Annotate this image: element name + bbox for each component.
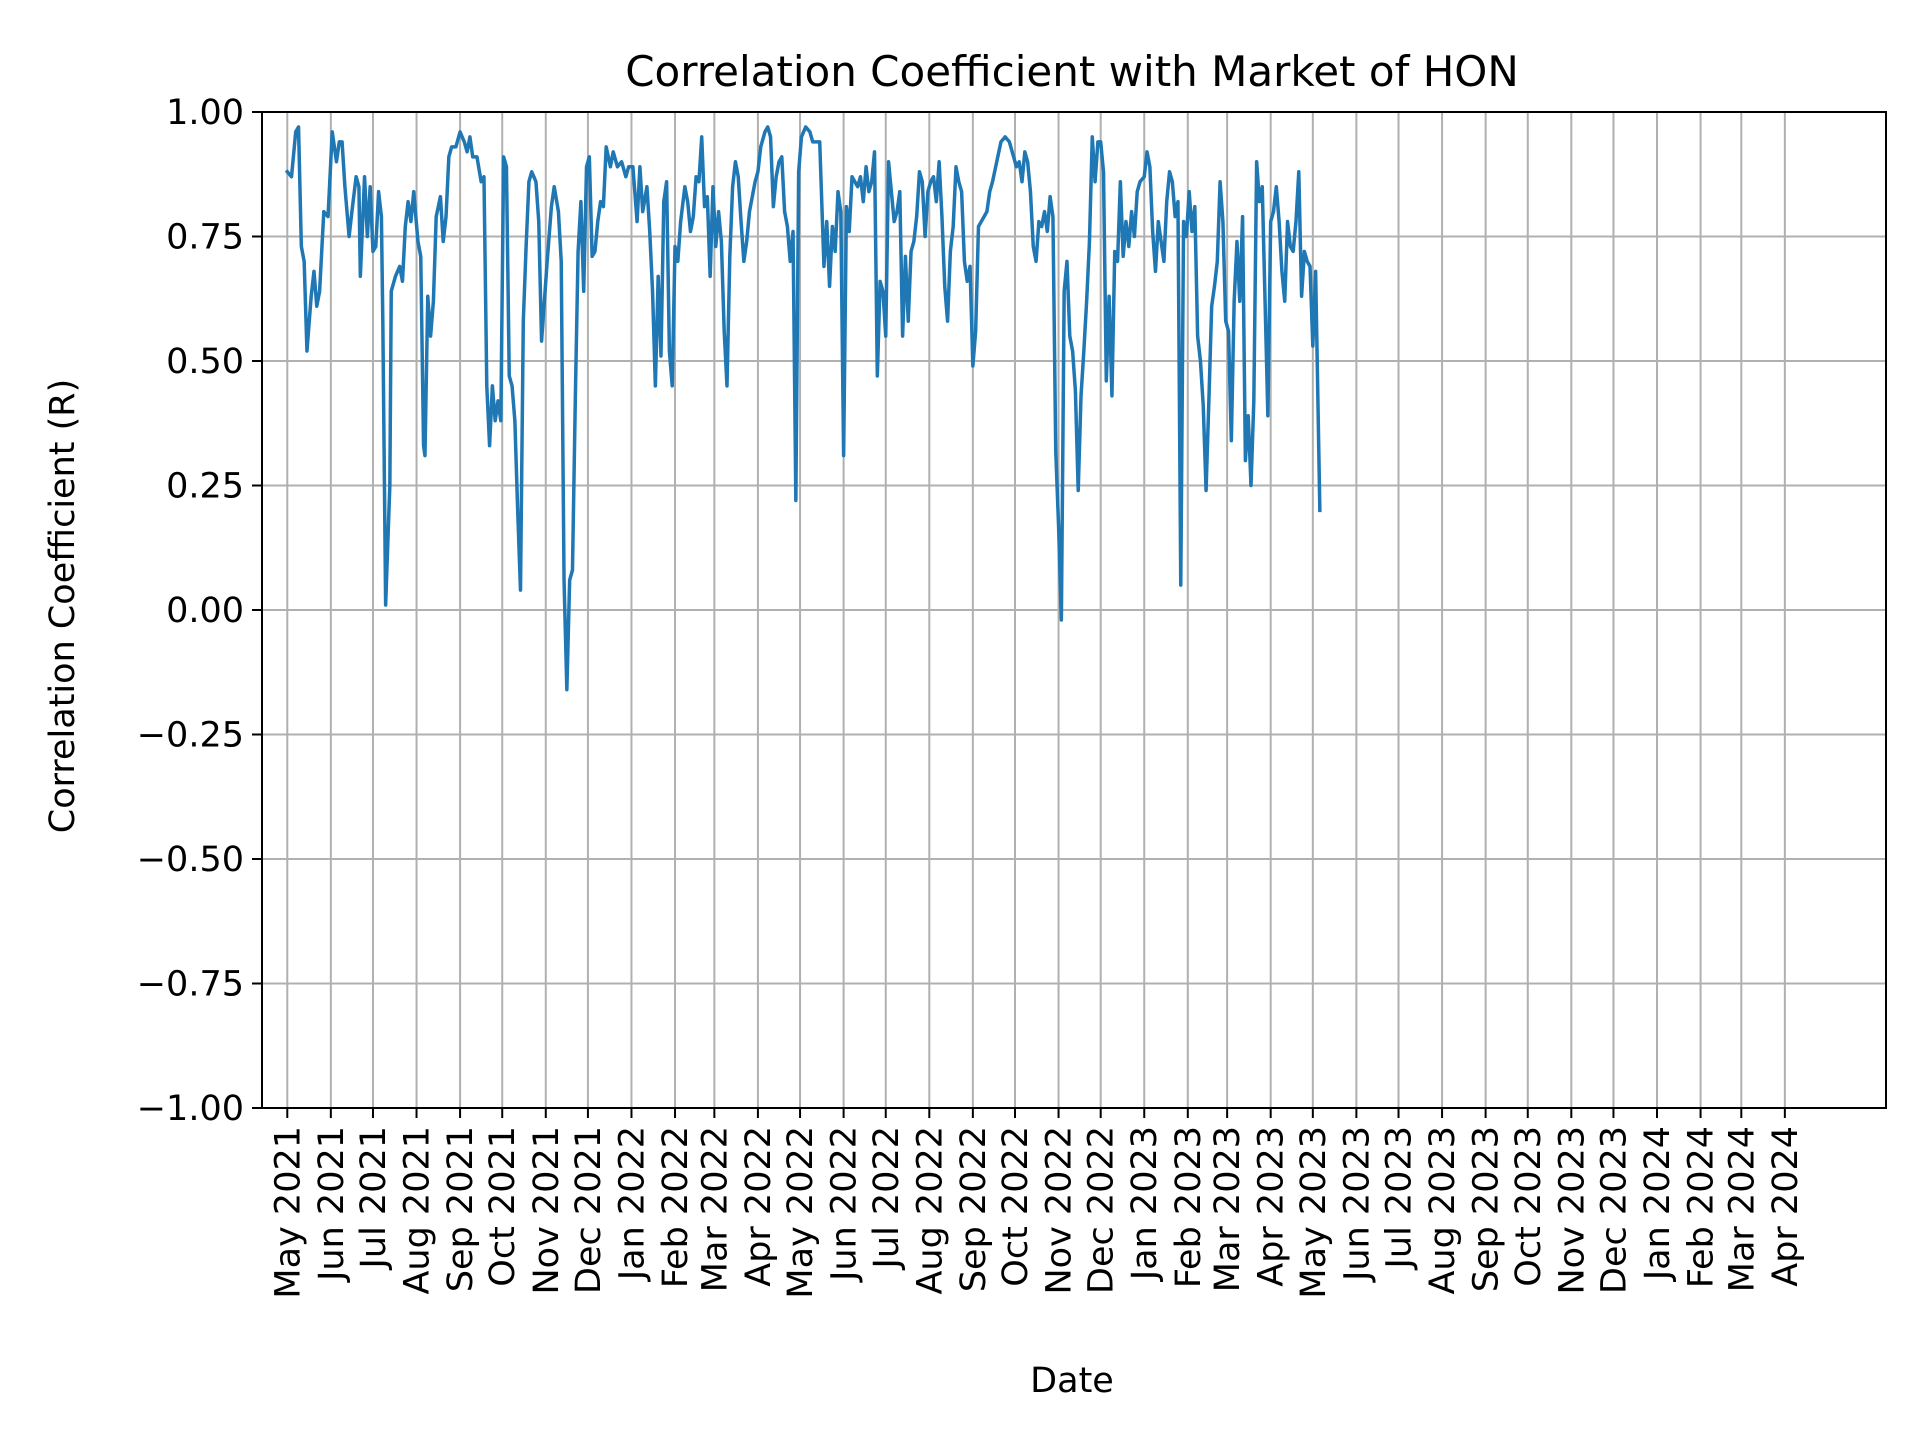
chart-title: Correlation Coefficient with Market of H… xyxy=(625,47,1519,96)
x-tick-label: Dec 2021 xyxy=(569,1126,609,1294)
x-tick-label: Oct 2023 xyxy=(1509,1126,1549,1287)
x-tick-label: Nov 2021 xyxy=(527,1126,567,1295)
x-tick-label: May 2021 xyxy=(268,1126,308,1299)
x-tick-label: Jan 2024 xyxy=(1638,1126,1678,1282)
x-tick-label: Apr 2022 xyxy=(739,1126,779,1287)
x-tick-label: Feb 2024 xyxy=(1682,1126,1722,1288)
x-axis-ticks: May 2021 Jun 2021 Jul 2021 Aug 2021 Sep 2021… xyxy=(268,1108,1806,1299)
x-tick-label: Feb 2023 xyxy=(1169,1126,1209,1288)
x-axis-label: Date xyxy=(1030,1361,1114,1401)
y-tick-label: 0.75 xyxy=(166,218,244,258)
x-tick-label: Jul 2021 xyxy=(354,1126,394,1270)
y-tick-label: −0.50 xyxy=(137,840,244,880)
x-tick-label: Mar 2023 xyxy=(1208,1126,1248,1292)
y-tick-label: −1.00 xyxy=(137,1089,244,1129)
y-tick-label: −0.25 xyxy=(137,716,244,756)
y-tick-label: 0.25 xyxy=(166,467,244,507)
series-layer xyxy=(284,125,1322,692)
y-tick-label: −0.75 xyxy=(137,965,244,1005)
x-tick-label: Jan 2023 xyxy=(1125,1126,1165,1282)
y-tick-label: 0.50 xyxy=(166,342,244,382)
x-tick-label: Feb 2022 xyxy=(656,1126,696,1288)
x-tick-label: Apr 2024 xyxy=(1766,1126,1806,1287)
grid-lines xyxy=(262,111,1886,1109)
y-axis-label: Correlation Coefficient (R) xyxy=(43,379,83,834)
x-tick-label: May 2022 xyxy=(781,1126,821,1299)
x-tick-label: Jun 2023 xyxy=(1337,1126,1377,1283)
x-tick-label: Nov 2023 xyxy=(1552,1126,1592,1295)
series-line-0 xyxy=(284,125,1322,692)
x-tick-label: Jul 2022 xyxy=(867,1126,907,1270)
x-tick-label: Sep 2021 xyxy=(441,1126,481,1292)
x-tick-label: Aug 2021 xyxy=(398,1126,438,1295)
x-tick-label: Aug 2023 xyxy=(1423,1126,1463,1295)
x-tick-label: Jan 2022 xyxy=(612,1126,652,1282)
x-tick-label: Dec 2022 xyxy=(1082,1126,1122,1294)
x-tick-label: Jul 2023 xyxy=(1380,1126,1420,1270)
x-tick-label: Jun 2022 xyxy=(825,1126,865,1283)
y-tick-label: 1.00 xyxy=(166,93,244,133)
x-tick-label: Sep 2023 xyxy=(1467,1126,1507,1292)
x-tick-label: Apr 2023 xyxy=(1252,1126,1292,1287)
x-tick-label: Oct 2022 xyxy=(996,1126,1036,1287)
x-tick-label: Nov 2022 xyxy=(1040,1126,1080,1295)
y-axis-ticks: 1.00 0.75 0.50 0.25 0.00 −0.25 −0.50 −0.75 −1.00 xyxy=(137,93,262,1129)
x-tick-label: Aug 2022 xyxy=(910,1126,950,1295)
x-tick-label: Mar 2022 xyxy=(695,1126,735,1292)
x-tick-label: Jun 2021 xyxy=(312,1126,352,1283)
y-tick-label: 0.00 xyxy=(166,591,244,631)
x-tick-label: May 2023 xyxy=(1294,1126,1334,1299)
x-tick-label: Dec 2023 xyxy=(1594,1126,1634,1294)
x-tick-label: Oct 2021 xyxy=(483,1126,523,1287)
x-tick-label: Mar 2024 xyxy=(1722,1126,1762,1292)
x-tick-label: Sep 2022 xyxy=(954,1126,994,1292)
